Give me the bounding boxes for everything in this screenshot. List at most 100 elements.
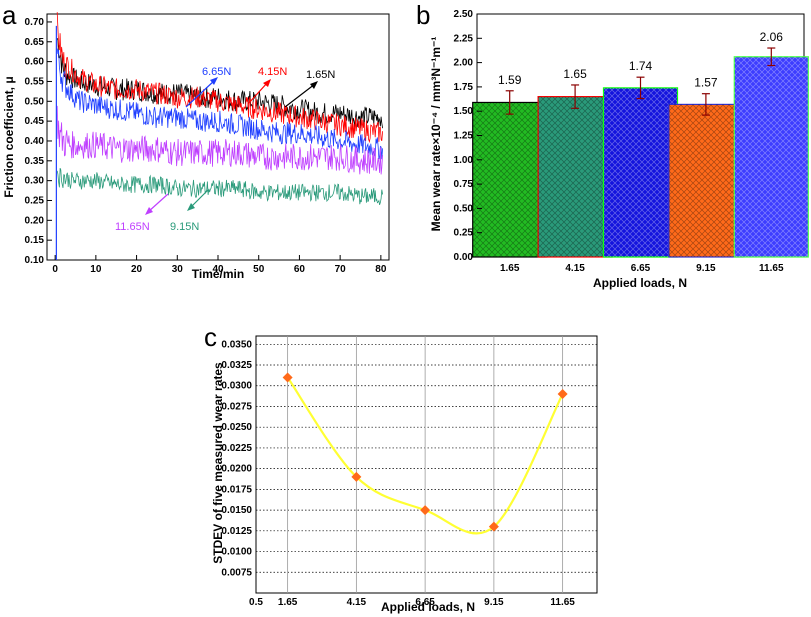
panel-a-label: a [2,0,17,30]
panel-a-ytick-label: 0.30 [25,176,45,187]
bar-hatch-1.65 [472,102,547,258]
bar-value-label: 2.06 [760,30,784,44]
arrowhead-11.65n [145,207,153,215]
panel-c-ytick-label: 0.0350 [221,339,252,350]
panel-c-xlabel: Applied loads, N [381,600,475,614]
panel-c-ylabel: STDEV of five measured wear rates [211,362,225,564]
panel-a-xtick-label: 80 [375,264,387,275]
panel-c-xtick-label: 6.65 [415,597,435,608]
arrowhead-1.65n [310,81,318,89]
panel-b-ytick-label: 2.25 [454,33,474,44]
panel-c-frame [255,335,598,594]
arrow-9.15n [189,189,209,209]
panel-a-ytick-label: 0.25 [25,195,45,206]
panel-b-ytick-label: 0.25 [454,228,474,239]
panel-a-xtick-label: 20 [131,264,143,275]
stdev-marker-11.65 [557,389,568,400]
arrowhead-4.15n [263,79,271,87]
bar-value-label: 1.74 [629,59,653,73]
bar-value-label: 1.65 [563,67,587,81]
panel-b-ytick-label: 1.75 [454,82,474,93]
arrow-1.65n [284,83,316,108]
panel-b-xtick-label: 9.15 [696,263,716,274]
panel-c-ytick-label: 0.0250 [221,422,252,433]
panel-c-ytick-label: 0.0075 [221,567,252,578]
panel-b-ylabel: Mean wear rate×10⁻⁴ / mm³N⁻¹m⁻¹ [429,37,443,232]
panel-b-ytick-label: 0.50 [454,203,474,214]
panel-a-xtick-label: 50 [253,264,265,275]
panel-b-label: b [416,0,430,30]
panel-a-chart: 0 10 20 30 40 50 60 70 80 0.10 0.15 0.20 0.25 0.30 0.3… [2,12,390,281]
panel-c-xtick-label: 1.65 [278,597,298,608]
panel-a-ytick-label: 0.50 [25,96,45,107]
panel-b-ytick-label: 1.00 [454,155,474,166]
panel-a-xtick-label: 30 [172,264,184,275]
panel-c-ytick-label: 0.0125 [221,526,252,537]
panel-b-xtick-label: 4.15 [565,263,585,274]
panel-a-xtick-label: 60 [294,264,306,275]
annotation-6.65n: 6.65N [202,66,231,78]
panel-a-ytick-label: 0.40 [25,136,45,147]
bar-hatch-11.65 [734,56,809,257]
panel-c-label: c [204,322,217,352]
annotation-4.15n: 4.15N [258,66,287,78]
panel-c-chart: 0.0075 0.0100 0.0125 0.0150 0.0175 0.0200 0.02… [211,335,598,614]
bar-hatch-4.15 [538,96,613,258]
arrow-11.65n [147,193,169,213]
arrow-4.15n [247,81,269,105]
bar-hatch-9.15 [668,104,743,257]
stdev-marker-6.65 [420,505,431,516]
panel-c-xtick-label: 0.5 [249,597,263,608]
series-line-9.15N [56,167,383,206]
panel-c-ytick-label: 0.0225 [221,443,252,454]
annotation-9.15n: 9.15N [170,221,199,233]
panel-c-ytick-label: 0.0100 [221,547,252,558]
panel-a-ytick-label: 0.55 [25,76,45,87]
panel-b-ytick-label: 0.00 [454,252,474,263]
panel-a-xtick-label: 70 [335,264,347,275]
annotation-11.65n: 11.65N [115,221,150,233]
panel-c-ytick-label: 0.0325 [221,360,252,371]
annotation-1.65n: 1.65N [306,69,335,81]
panel-c-ytick-label: 0.0275 [221,401,252,412]
panel-a-ytick-label: 0.60 [25,57,45,68]
panel-a-ytick-label: 0.45 [25,116,45,127]
panel-c-ytick-label: 0.0175 [221,484,252,495]
panel-b-ytick-label: 2.00 [454,58,474,69]
panel-a-xtick-label: 10 [90,264,102,275]
arrow-6.65n [185,79,216,108]
panel-b-xtick-label: 6.65 [631,263,651,274]
panel-b-ytick-label: 2.50 [454,9,474,20]
stdev-marker-4.15 [351,471,362,482]
stdev-marker-1.65 [282,372,293,383]
arrowhead-6.65n [210,77,218,85]
series-line-11.65N [56,105,383,175]
panel-a-xlabel: Time/min [192,267,244,281]
arrowhead-9.15n [187,203,195,211]
panel-b-ytick-label: 0.75 [454,179,474,190]
panel-c-xtick-label: 4.15 [347,597,367,608]
panel-a-xtick-label: 0 [52,264,58,275]
panel-b-xlabel: Applied loads, N [593,276,687,290]
panel-a-ylabel: Friction coefficient, μ [2,76,16,197]
panel-c-ytick-label: 0.0150 [221,505,252,516]
series-line-4.15N [56,12,383,144]
panel-c-ytick-label: 0.0200 [221,464,252,475]
panel-a-ytick-label: 0.15 [25,235,45,246]
bar-value-label: 1.59 [498,73,522,87]
panel-c-ytick-label: 0.0300 [221,381,252,392]
bar-hatch-6.65 [603,87,678,257]
panel-b-chart: 1.59 1.65 1.74 1.57 2.06 0.00 0.25 0.50 0.75 1.0… [429,9,809,290]
panel-a-ytick-label: 0.10 [25,255,45,266]
panel-b-xtick-label: 1.65 [500,263,520,274]
series-line-6.65N [56,48,383,160]
panel-c-xtick-label: 9.15 [484,597,504,608]
stdev-marker-9.15 [488,521,499,532]
panel-a-annotations: 6.65N 4.15N 1.65N 11.65N 9.15N [115,66,335,233]
bar-value-label: 1.57 [694,76,718,90]
panel-a-xtick-label: 40 [212,264,224,275]
panel-b-ytick-label: 1.25 [454,131,474,142]
panel-c-xtick-label: 11.65 [550,597,575,608]
panel-a-ytick-label: 0.35 [25,156,45,167]
